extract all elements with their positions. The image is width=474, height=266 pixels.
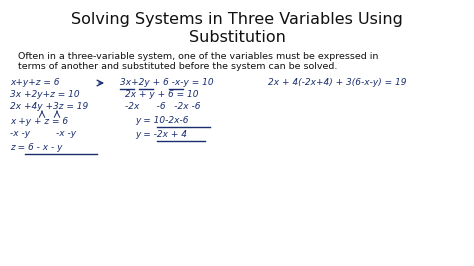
Text: -x -y         -x -y: -x -y -x -y [10,129,76,138]
Text: x+y+z = 6: x+y+z = 6 [10,78,60,87]
Text: Often in a three-variable system, one of the variables must be expressed in: Often in a three-variable system, one of… [18,52,378,61]
Text: 3x+2y + 6 -x-y = 10: 3x+2y + 6 -x-y = 10 [120,78,214,87]
Text: 2x + 4(-2x+4) + 3(6-x-y) = 19: 2x + 4(-2x+4) + 3(6-x-y) = 19 [268,78,407,87]
Text: 2x +4y +3z = 19: 2x +4y +3z = 19 [10,102,88,111]
Text: Substitution: Substitution [189,30,285,45]
Text: -2x      -6   -2x -6: -2x -6 -2x -6 [125,102,201,111]
Text: x +y + z = 6: x +y + z = 6 [10,117,68,126]
Text: z = 6 - x - y: z = 6 - x - y [10,143,63,152]
Text: 2x + y + 6 = 10: 2x + y + 6 = 10 [125,90,199,99]
Text: y = -2x + 4: y = -2x + 4 [135,130,187,139]
Text: terms of another and substituted before the system can be solved.: terms of another and substituted before … [18,62,337,71]
Text: 3x +2y+z = 10: 3x +2y+z = 10 [10,90,80,99]
Text: Solving Systems in Three Variables Using: Solving Systems in Three Variables Using [71,12,403,27]
Text: y = 10-2x-6: y = 10-2x-6 [135,116,189,125]
